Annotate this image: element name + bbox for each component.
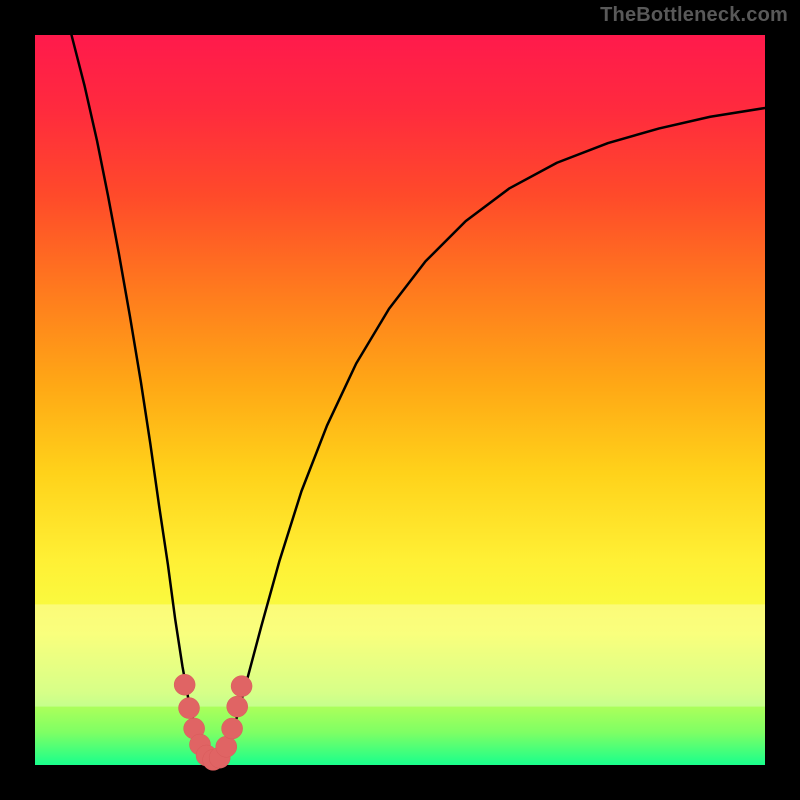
bottleneck-curve-chart [0,0,800,800]
curve-marker [216,736,237,757]
curve-marker [222,718,243,739]
curve-marker [179,698,200,719]
curve-marker [231,676,252,697]
watermark-text: TheBottleneck.com [600,4,788,27]
curve-marker [227,696,248,717]
curve-marker [174,674,195,695]
chart-pale-band [35,604,765,706]
chart-container: TheBottleneck.com [0,0,800,800]
